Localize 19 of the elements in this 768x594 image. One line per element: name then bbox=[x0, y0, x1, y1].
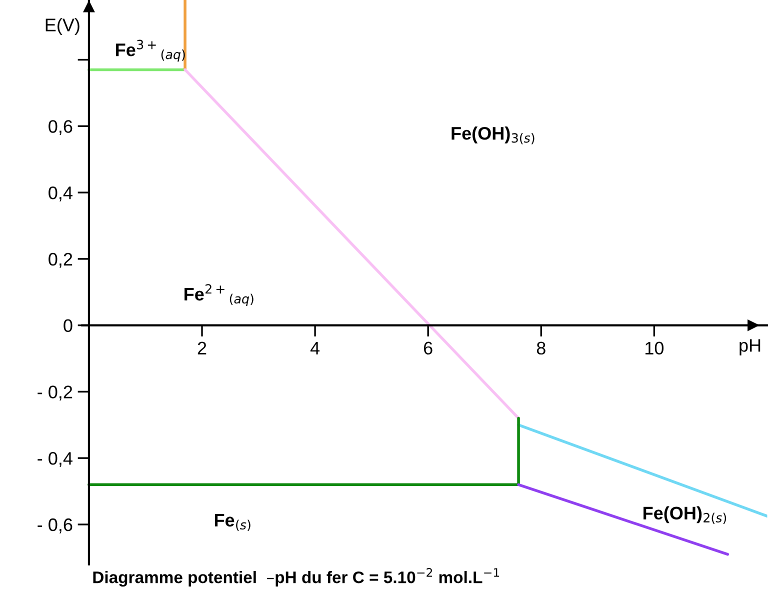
x-axis-title: pH bbox=[740, 339, 760, 356]
y-tick-label: 0 bbox=[64, 319, 72, 332]
y-axis-title: E(V) bbox=[46, 18, 80, 35]
annotation: Fe(OH)$_{3(s)}$ bbox=[452, 126, 534, 144]
y-tick-label: - 0,6 bbox=[38, 518, 72, 534]
text: Diagramme potentiel –pH du fer C = 5.10$^{−2}$ mol.L$^{−1}$ bbox=[93, 568, 500, 587]
y-tick-label: - 0,2 bbox=[38, 386, 72, 401]
y-tick-label: 0,4 bbox=[48, 186, 72, 202]
annotation: Fe(OH)$_{2(s)}$ bbox=[644, 506, 726, 524]
x-tick-label: 6 bbox=[424, 342, 432, 355]
x-tick-label: 2 bbox=[198, 342, 206, 354]
y-tick-label: - 0,4 bbox=[38, 452, 72, 467]
annotation: Fe$_{(s)}$ bbox=[214, 514, 250, 532]
y-tick-label: 0,6 bbox=[48, 120, 72, 135]
y-tick-label: 0,2 bbox=[48, 252, 72, 268]
annotation: Fe$^{2+}$$_{(aq)}$ bbox=[184, 284, 254, 306]
x-tick-label: 10 bbox=[646, 342, 664, 355]
x-tick-label: 4 bbox=[310, 342, 320, 354]
x-tick-label: 8 bbox=[536, 342, 546, 355]
